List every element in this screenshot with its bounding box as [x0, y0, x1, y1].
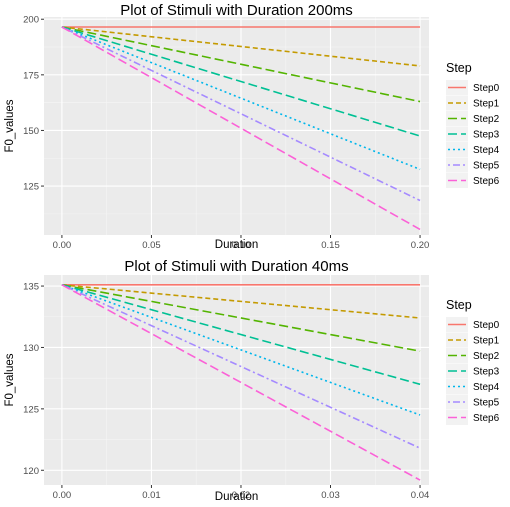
legend-title: Step: [446, 61, 472, 75]
legend-label-step6: Step6: [473, 413, 500, 424]
legend-label-step4: Step4: [473, 382, 500, 393]
legend-key-box: [446, 142, 468, 157]
legend-label-step2: Step2: [473, 114, 500, 125]
series-line-step5: [61, 26, 421, 202]
legend-label-step6: Step6: [473, 176, 500, 187]
x-tick-label: 0.03: [321, 490, 340, 501]
x-axis-label: Duration: [215, 491, 258, 503]
chart-panel-2: 0.00 0.01 0.02 0.03 0.04 120 125 130 135 Plot of …: [4, 258, 500, 503]
x-tick-label: 0.15: [321, 240, 340, 251]
x-axis-label: Duration: [215, 239, 258, 251]
legend-label-step5: Step5: [473, 398, 500, 409]
legend-label-step1: Step1: [473, 336, 500, 347]
series-line-step1: [61, 26, 421, 67]
series-line-step3: [61, 284, 421, 386]
y-tick-label: 200: [23, 15, 39, 26]
legend-label-step5: Step5: [473, 161, 500, 172]
legend-label-step4: Step4: [473, 145, 500, 156]
x-tick-label: 0.00: [53, 240, 72, 251]
y-tick-label: 135: [23, 282, 39, 293]
legend-label-step0: Step0: [473, 320, 500, 331]
legend-key-box: [446, 379, 468, 394]
series-line-step4: [61, 26, 421, 171]
series-line-step6: [61, 26, 421, 231]
series-line-step2: [61, 284, 421, 352]
legend-title: Step: [446, 298, 472, 312]
x-tick-label: 0.01: [142, 490, 161, 501]
series-line-step5: [61, 284, 421, 449]
series-line-step4: [61, 284, 421, 416]
x-tick-label: 0.10: [232, 240, 251, 251]
chart-title: Plot of Stimuli with Duration 40ms: [124, 258, 348, 275]
series-line-step3: [61, 26, 421, 137]
legend-label-step1: Step1: [473, 99, 500, 110]
x-tick-label: 0.04: [411, 490, 430, 501]
chart-title: Plot of Stimuli with Duration 200ms: [120, 2, 353, 19]
y-tick-label: 120: [23, 466, 39, 477]
series-line-step1: [61, 284, 421, 319]
series-line-step6: [61, 284, 421, 481]
y-tick-label: 125: [23, 182, 39, 193]
y-tick-label: 175: [23, 70, 39, 81]
y-tick-label: 130: [23, 343, 39, 354]
x-tick-label: 0.02: [232, 490, 251, 501]
legend-label-step2: Step2: [473, 351, 500, 362]
y-tick-label: 150: [23, 126, 39, 137]
legend-label-step3: Step3: [473, 130, 500, 141]
x-tick-label: 0.20: [411, 240, 430, 251]
y-axis-label: F0_values: [4, 353, 16, 406]
legend-label-step3: Step3: [473, 367, 500, 378]
x-tick-label: 0.05: [142, 240, 161, 251]
y-tick-label: 125: [23, 404, 39, 415]
y-axis-label: F0_values: [4, 99, 16, 152]
chart-panel-1: 0.00 0.05 0.10 0.15 0.20 125 150 175 200 Plot of …: [4, 2, 500, 251]
x-tick-label: 0.00: [53, 490, 72, 501]
legend-label-step0: Step0: [473, 83, 500, 94]
series-line-step2: [61, 26, 421, 103]
